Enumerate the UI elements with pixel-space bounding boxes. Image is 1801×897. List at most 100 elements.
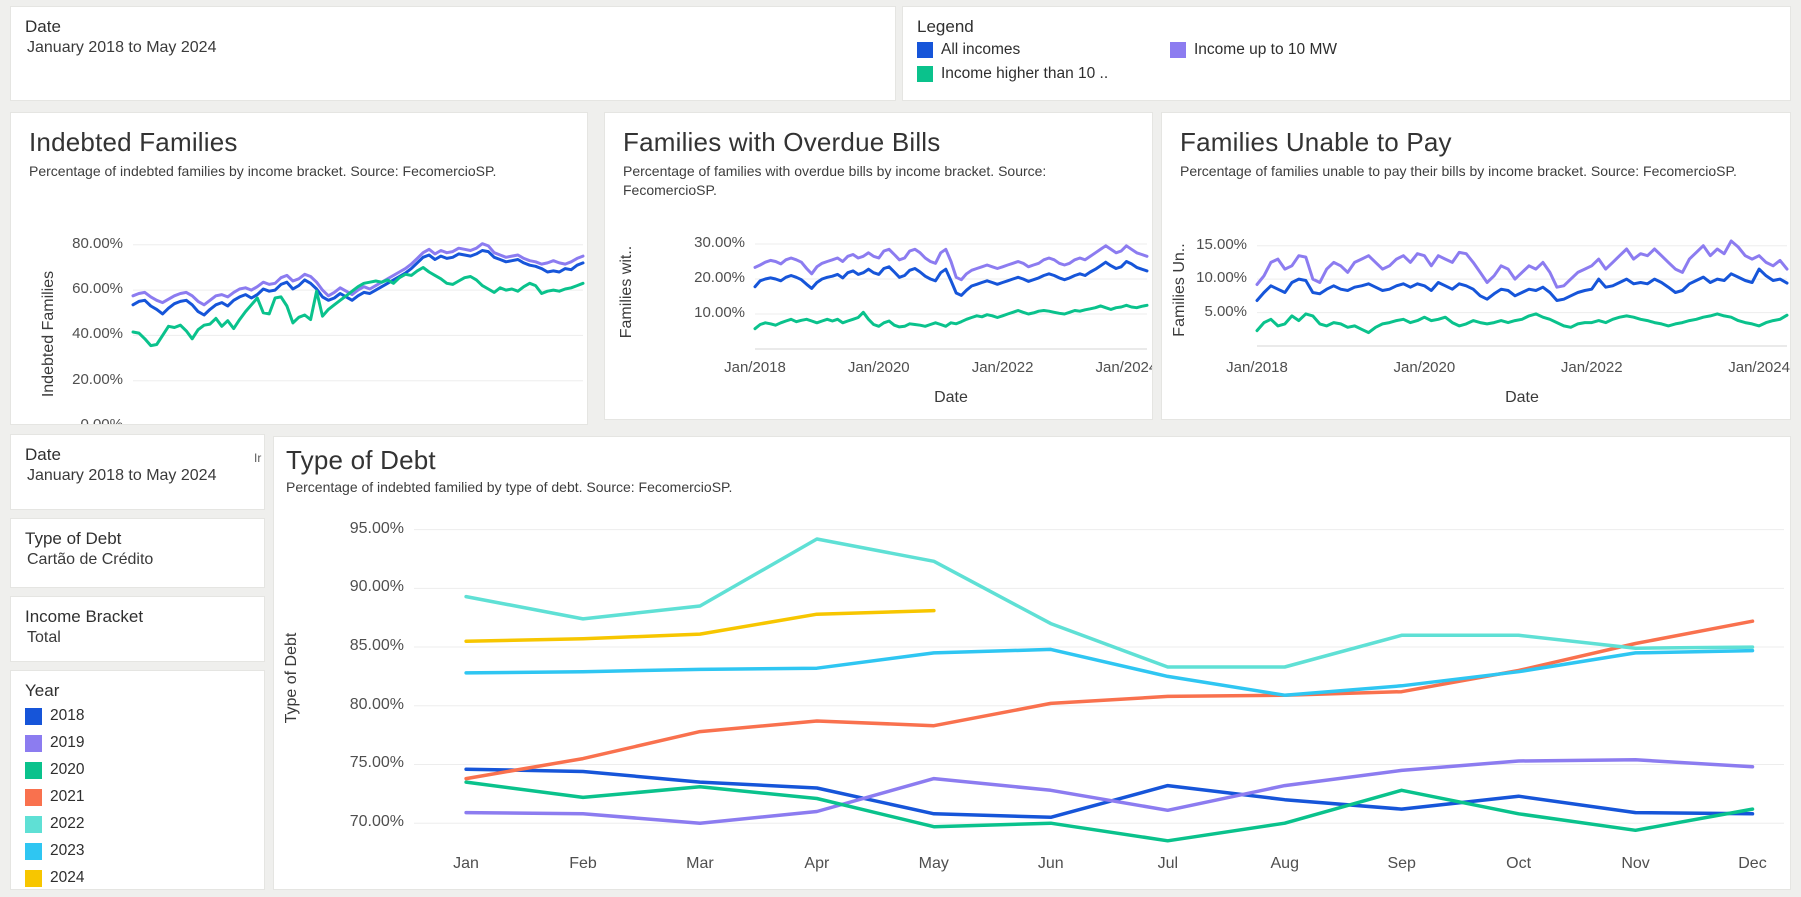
legend-title: Legend xyxy=(917,17,974,36)
legend-card: Legend All incomes Income up to 10 MW Inco… xyxy=(902,6,1791,101)
legend-swatch xyxy=(1170,42,1186,58)
series-income-up-to-10-mw xyxy=(753,244,1149,282)
x-tick-label: May xyxy=(918,855,949,872)
date-filter-bottom-label: Date xyxy=(25,445,61,464)
chart-subtitle-indebted-families: Percentage of indebted families by incom… xyxy=(29,163,497,179)
y-tick-label: 90.00% xyxy=(349,578,404,596)
series-2018 xyxy=(464,767,1755,820)
y-tick-label: 10.00% xyxy=(1196,269,1247,287)
legend-item-2020[interactable]: 2020 xyxy=(25,761,264,779)
series-all-incomes xyxy=(131,249,585,317)
type-of-debt-plot xyxy=(414,529,1784,843)
series-2023 xyxy=(464,647,1755,697)
type-of-debt-filter-label: Type of Debt xyxy=(25,529,122,548)
legend-label: 2020 xyxy=(50,761,85,778)
legend-label: 2018 xyxy=(50,707,85,724)
date-filter-card-bottom[interactable]: Date January 2018 to May 2024 xyxy=(10,434,265,510)
indebted-families-plot xyxy=(131,242,585,382)
type-of-debt-filter-card[interactable]: Type of Debt Cartão de Crédito xyxy=(10,518,265,588)
series-income-up-to-10-mw xyxy=(131,242,585,307)
chart-title-overdue-bills: Families with Overdue Bills xyxy=(623,127,941,157)
legend-item-2022[interactable]: 2022 xyxy=(25,815,264,833)
year-legend-title: Year xyxy=(25,681,60,700)
chart-title-type-of-debt: Type of Debt xyxy=(286,445,436,475)
chart-subtitle-overdue-bills: Percentage of families with overdue bill… xyxy=(623,163,1047,198)
x-tick-label: Jan/2024 xyxy=(1095,359,1153,376)
unable-to-pay-plot-area[interactable]: 15.00% 10.00% 5.00% Jan/2018 Jan/2020 Jan/202… xyxy=(1162,113,1790,419)
y-tick-label: 15.00% xyxy=(1196,235,1247,253)
y-tick-label: 40.00% xyxy=(72,325,123,343)
legend-item-income-up-to-10-mw[interactable]: Income up to 10 MW xyxy=(1170,41,1790,59)
legend-label: 2019 xyxy=(50,734,85,751)
legend-item-2018[interactable]: 2018 xyxy=(25,707,264,725)
x-tick-label: Jan/2018 xyxy=(724,359,786,376)
series-income-higher-than-10- xyxy=(1255,312,1789,335)
series-income-higher-than-10- xyxy=(753,303,1149,331)
x-tick-label: Jan/2024 xyxy=(1728,359,1790,376)
year-legend: 2018 2019 2020 2021 2022 2023 2024 xyxy=(25,707,264,887)
y-tick-label: 5.00% xyxy=(1204,302,1247,320)
date-filter-card[interactable]: Date January 2018 to May 2024 xyxy=(10,6,896,101)
x-tick-label: Mar xyxy=(686,855,714,872)
indebted-families-plot-area[interactable]: 80.00% 60.00% 40.00% 20.00% 0.00% xyxy=(11,113,587,424)
unable-to-pay-card: Families Unable to Pay Percentage of fam… xyxy=(1161,112,1791,420)
series-2020 xyxy=(464,780,1755,843)
y-tick-label: 85.00% xyxy=(349,637,404,655)
income-legend: All incomes Income up to 10 MW Income high… xyxy=(917,41,1790,83)
x-tick-label: Dec xyxy=(1738,855,1767,872)
y-tick-label: 80.00% xyxy=(72,234,123,252)
legend-item-2023[interactable]: 2023 xyxy=(25,842,264,860)
y-tick-label: 20.00% xyxy=(72,370,123,388)
x-tick-label: Nov xyxy=(1621,855,1650,872)
x-tick-label: Jan xyxy=(453,855,479,872)
legend-item-2019[interactable]: 2019 xyxy=(25,734,264,752)
x-axis-title-unable-to-pay: Date xyxy=(1505,389,1539,406)
x-tick-label: Jan/2020 xyxy=(847,359,910,376)
x-tick-label: Aug xyxy=(1270,855,1299,872)
chart-subtitle-type-of-debt: Percentage of indebted familied by type … xyxy=(286,479,733,495)
legend-label: 2021 xyxy=(50,788,85,805)
chart-title-indebted-families: Indebted Families xyxy=(29,127,238,157)
income-bracket-filter-card[interactable]: Income Bracket Total xyxy=(10,596,265,662)
date-filter-label: Date xyxy=(25,17,61,36)
type-of-debt-plot-area[interactable]: 95.00% 90.00% 85.00% 80.00% 75.00% 70.00% Jan F… xyxy=(274,437,1790,889)
date-filter-value: January 2018 to May 2024 xyxy=(27,39,217,56)
y-tick-label: 95.00% xyxy=(349,519,404,537)
chart-subtitle-unable-to-pay: Percentage of families unable to pay the… xyxy=(1180,163,1737,179)
type-of-debt-card: Type of Debt Percentage of indebted fami… xyxy=(273,436,1791,890)
y-tick-label: 75.00% xyxy=(349,754,404,772)
legend-swatch xyxy=(917,42,933,58)
legend-item-2021[interactable]: 2021 xyxy=(25,788,264,806)
overdue-bills-plot xyxy=(753,243,1149,350)
x-tick-label: Jul xyxy=(1157,855,1179,872)
overdue-bills-card: Families with Overdue Bills Percentage o… xyxy=(604,112,1153,420)
date-filter-bottom-value: January 2018 to May 2024 xyxy=(27,467,217,484)
legend-swatch xyxy=(25,707,42,725)
y-tick-label: 20.00% xyxy=(694,269,745,286)
type-of-debt-filter-value: Cartão de Crédito xyxy=(27,551,154,568)
legend-swatch xyxy=(25,842,42,860)
series-2024 xyxy=(464,608,936,643)
x-axis-title-overdue-bills: Date xyxy=(934,389,968,406)
y-tick-label: 0.00% xyxy=(80,416,123,425)
x-tick-label: Apr xyxy=(804,855,830,872)
y-tick-label: 60.00% xyxy=(72,280,123,298)
x-tick-label: Jan/2022 xyxy=(971,359,1034,376)
income-bracket-filter-label: Income Bracket xyxy=(25,607,144,626)
unable-to-pay-plot xyxy=(1255,239,1789,347)
overdue-bills-plot-area[interactable]: 30.00% 20.00% 10.00% Jan/2018 Jan/2020 Jan/20… xyxy=(605,113,1152,419)
series-all-incomes xyxy=(1255,267,1789,302)
legend-swatch xyxy=(917,66,933,82)
income-bracket-filter-value: Total xyxy=(27,629,61,646)
x-tick-label: Jan/2022 xyxy=(1560,359,1623,376)
legend-swatch xyxy=(25,734,42,752)
legend-item-all-incomes[interactable]: All incomes xyxy=(917,41,1162,59)
y-tick-label: 80.00% xyxy=(349,695,404,713)
legend-swatch xyxy=(25,869,42,887)
legend-item-income-higher-than-10-[interactable]: Income higher than 10 .. xyxy=(917,65,1162,83)
legend-item-2024[interactable]: 2024 xyxy=(25,869,264,887)
legend-label: 2023 xyxy=(50,842,85,859)
legend-label: 2022 xyxy=(50,815,85,832)
legend-swatch xyxy=(25,788,42,806)
